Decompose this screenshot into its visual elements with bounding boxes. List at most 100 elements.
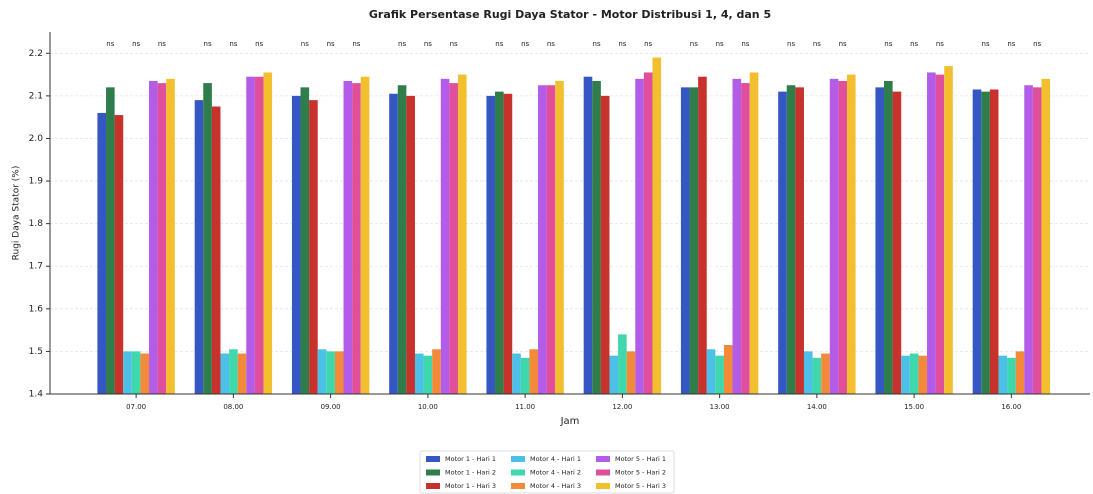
bar	[263, 72, 273, 394]
bar	[618, 334, 627, 394]
legend-label: Motor 4 - Hari 3	[530, 482, 581, 490]
bar	[583, 76, 593, 394]
bar	[237, 353, 247, 394]
bar	[343, 80, 353, 394]
legend-label: Motor 1 - Hari 1	[445, 455, 496, 463]
bar	[846, 74, 856, 395]
bar	[432, 349, 441, 394]
bar	[360, 76, 370, 394]
annotation: ns	[716, 40, 724, 48]
bar	[114, 115, 124, 394]
y-axis-label: Rugi Daya Stator (%)	[12, 166, 22, 261]
annotation: ns	[1033, 40, 1041, 48]
bar	[97, 112, 107, 394]
bar	[972, 89, 982, 395]
x-tick-label: 14.00	[807, 403, 827, 411]
annotation: ns	[398, 40, 406, 48]
bar	[440, 78, 450, 395]
bar	[457, 74, 467, 395]
x-tick-label: 09.00	[321, 403, 341, 411]
bar	[892, 91, 902, 394]
annotation: ns	[787, 40, 795, 48]
legend-swatch	[426, 483, 440, 489]
legend-swatch	[596, 483, 610, 489]
annotation: ns	[644, 40, 652, 48]
y-tick-label: 1.9	[29, 177, 44, 187]
x-tick-label: 08.00	[223, 403, 243, 411]
bar	[989, 89, 999, 395]
y-tick-label: 1.4	[29, 390, 44, 400]
annotation: ns	[450, 40, 458, 48]
bar	[211, 106, 221, 394]
x-tick-label: 13.00	[710, 403, 730, 411]
bar	[1041, 78, 1051, 395]
bar	[749, 72, 759, 394]
legend-label: Motor 5 - Hari 3	[615, 482, 666, 490]
bar	[397, 85, 407, 394]
bar	[998, 355, 1008, 394]
bar	[1024, 85, 1033, 394]
x-tick-label: 16.00	[1001, 403, 1021, 411]
bar	[1032, 87, 1042, 394]
bar	[538, 85, 547, 394]
annotation: ns	[158, 40, 166, 48]
annotation: ns	[255, 40, 263, 48]
annotation: ns	[593, 40, 601, 48]
legend-label: Motor 4 - Hari 2	[530, 469, 581, 477]
annotation: ns	[521, 40, 529, 48]
bar	[140, 353, 150, 394]
bar	[909, 353, 919, 394]
bar	[106, 87, 115, 394]
annotation: ns	[910, 40, 918, 48]
x-tick-label: 10.00	[418, 403, 438, 411]
legend-swatch	[511, 469, 525, 476]
annotation: ns	[327, 40, 335, 48]
y-tick-label: 2.2	[29, 49, 43, 59]
legend-swatch	[596, 469, 610, 476]
y-tick-label: 1.8	[29, 219, 44, 229]
annotation: ns	[424, 40, 432, 48]
y-tick-label: 1.5	[29, 347, 43, 357]
bar	[334, 351, 344, 394]
annotation: ns	[301, 40, 309, 48]
bar	[944, 66, 953, 394]
bar	[149, 80, 158, 394]
bar	[495, 91, 504, 394]
bar	[1007, 357, 1016, 394]
bar	[203, 83, 212, 394]
bar	[901, 355, 910, 394]
bar	[829, 78, 839, 395]
bar	[689, 87, 699, 394]
bar	[795, 87, 804, 394]
annotation: ns	[132, 40, 140, 48]
bar	[981, 91, 990, 394]
bar	[643, 72, 653, 394]
bar	[254, 76, 264, 394]
legend-swatch	[426, 469, 440, 476]
bar	[935, 74, 945, 395]
bar	[389, 93, 398, 395]
x-tick-label: 12.00	[612, 403, 632, 411]
annotation: ns	[204, 40, 212, 48]
bar	[317, 349, 327, 394]
bar	[609, 355, 619, 394]
bar	[812, 357, 822, 394]
bar	[220, 353, 230, 394]
bar	[123, 351, 132, 394]
annotation: ns	[839, 40, 847, 48]
x-tick-label: 15.00	[904, 403, 924, 411]
annotation: ns	[690, 40, 698, 48]
legend-label: Motor 1 - Hari 3	[445, 482, 496, 490]
bar	[821, 353, 830, 394]
bar	[406, 95, 415, 394]
annotation: ns	[741, 40, 749, 48]
y-tick-label: 2.0	[29, 134, 44, 144]
annotation: ns	[229, 40, 237, 48]
chart-title: Grafik Persentase Rugi Daya Stator - Mot…	[369, 8, 771, 21]
bar	[715, 355, 724, 394]
x-tick-label: 07.00	[126, 403, 146, 411]
bar	[503, 93, 513, 395]
legend-swatch	[511, 483, 525, 489]
bar	[246, 76, 255, 394]
